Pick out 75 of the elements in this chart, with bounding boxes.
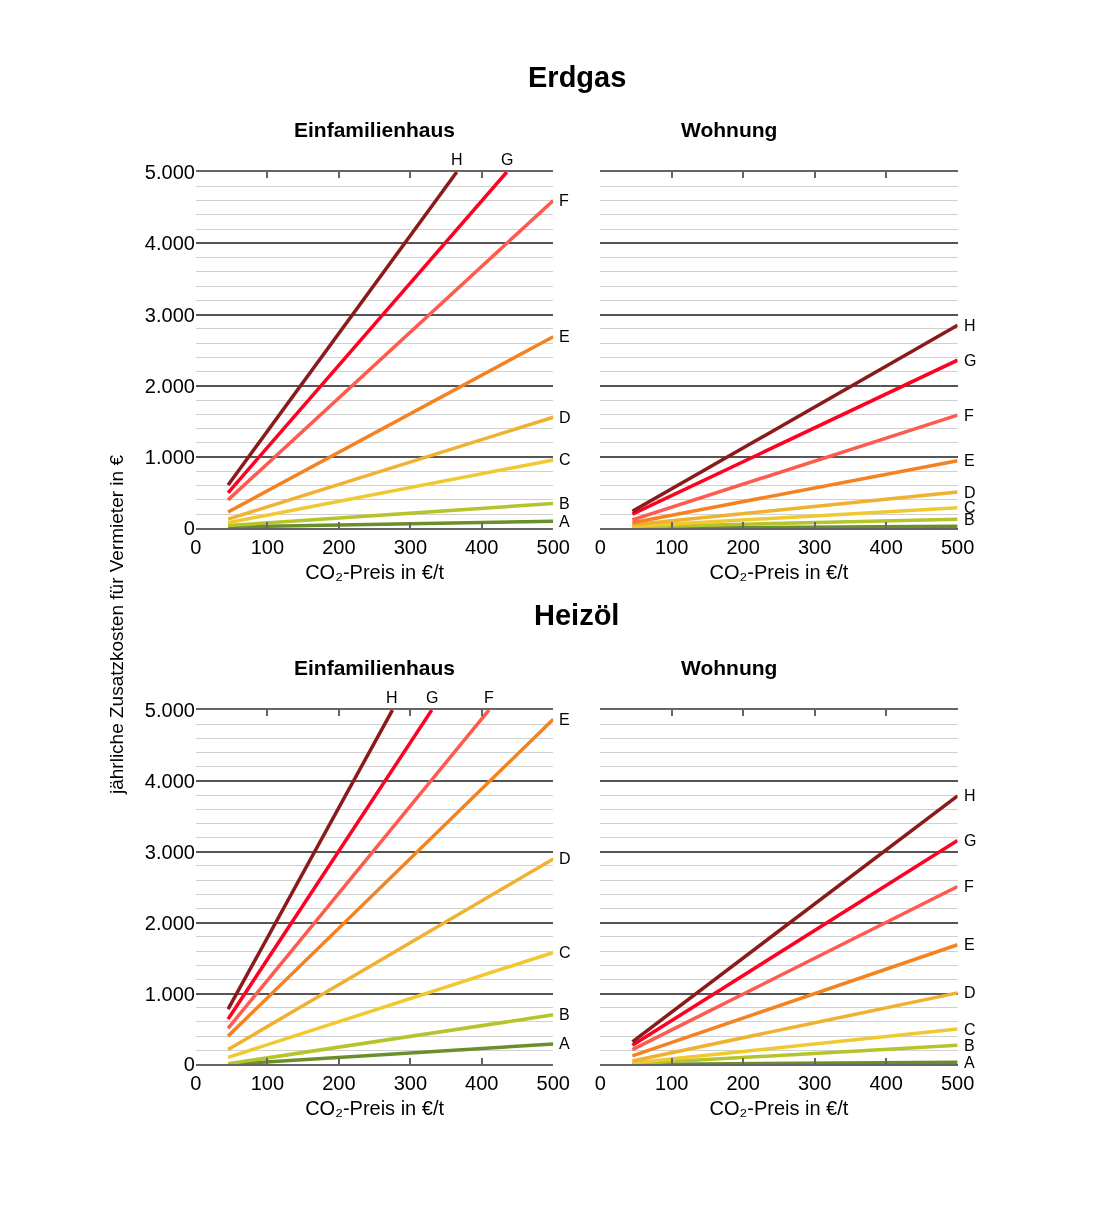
series-label: A (559, 1035, 570, 1052)
chart-title: Wohnung (681, 656, 778, 679)
x-tick-label: 100 (655, 1072, 689, 1095)
x-tick-label: 400 (869, 1072, 903, 1095)
x-tick-label: 200 (322, 536, 356, 559)
series-label: E (559, 711, 570, 728)
x-tick-label: 0 (594, 536, 606, 559)
series-label: H (451, 151, 463, 168)
y-tick-label: 0 (183, 517, 195, 540)
series-label: H (964, 317, 976, 334)
x-tick-label: 100 (655, 536, 689, 559)
y-tick-label: 5.000 (144, 699, 195, 722)
x-tick-label: 300 (797, 1072, 832, 1095)
series-label: F (964, 407, 974, 424)
series-label: H (386, 689, 398, 706)
series-label: B (559, 495, 570, 512)
x-tick-label: 0 (594, 1072, 606, 1095)
series-label: D (964, 484, 976, 501)
x-tick-label: 500 (940, 536, 975, 559)
series-label: D (964, 984, 976, 1001)
series-label: G (501, 151, 514, 168)
series-label: F (559, 192, 569, 209)
x-tick-label: 500 (536, 536, 570, 559)
x-axis-title: CO₂-Preis in €/t (305, 1097, 445, 1120)
series-label: C (964, 1021, 976, 1038)
x-axis-title: CO₂-Preis in €/t (709, 561, 849, 584)
series-label: A (559, 513, 570, 530)
y-tick-label: 2.000 (144, 911, 195, 934)
y-tick-label: 3.000 (144, 303, 195, 326)
series-label: G (964, 832, 977, 849)
series-label: D (559, 850, 571, 867)
y-tick-label: 3.000 (144, 840, 195, 863)
x-tick-label: 100 (250, 536, 285, 559)
x-tick-label: 400 (465, 536, 499, 559)
series-label: E (559, 328, 570, 345)
x-tick-label: 400 (465, 1072, 499, 1095)
x-axis-title: CO₂-Preis in €/t (709, 1097, 849, 1120)
series-label: H (964, 787, 976, 804)
y-tick-label: 0 (183, 1053, 195, 1076)
x-tick-label: 300 (393, 1072, 428, 1095)
chart-title: Wohnung (681, 118, 778, 141)
x-tick-label: 400 (869, 536, 903, 559)
series-label: F (964, 878, 974, 895)
x-tick-label: 200 (726, 1072, 760, 1095)
series-label: C (559, 944, 571, 961)
x-tick-label: 500 (940, 1072, 975, 1095)
series-label: B (559, 1006, 570, 1023)
y-tick-label: 1.000 (144, 446, 195, 469)
x-tick-label: 300 (393, 536, 428, 559)
x-axis-title: CO₂-Preis in €/t (305, 561, 445, 584)
y-tick-label: 2.000 (144, 374, 195, 397)
x-tick-label: 300 (797, 536, 832, 559)
series-label: G (426, 689, 439, 706)
text: Heizöl (534, 599, 620, 631)
x-tick-label: 100 (250, 1072, 285, 1095)
chart-title: Einfamilienhaus (294, 118, 456, 141)
series-label: C (559, 451, 571, 468)
series-label: C (964, 499, 976, 516)
y-tick-label: 4.000 (144, 769, 195, 792)
chart-title: Einfamilienhaus (294, 656, 456, 679)
series-label: E (964, 936, 975, 953)
series-label: F (484, 689, 494, 706)
y-axis-title: jährliche Zusatzkosten für Vermieter in € (105, 454, 127, 796)
series-label: A (964, 1054, 975, 1071)
y-tick-label: 5.000 (144, 161, 195, 184)
x-tick-label: 500 (536, 1072, 570, 1095)
text: Erdgas (528, 61, 627, 93)
x-tick-label: 200 (726, 536, 760, 559)
series-label: B (964, 1037, 975, 1054)
series-label: E (964, 452, 975, 469)
y-tick-label: 1.000 (144, 982, 195, 1005)
y-tick-label: 4.000 (144, 232, 195, 255)
series-label: G (964, 352, 977, 369)
series-label: D (559, 409, 571, 426)
x-tick-label: 200 (322, 1072, 356, 1095)
